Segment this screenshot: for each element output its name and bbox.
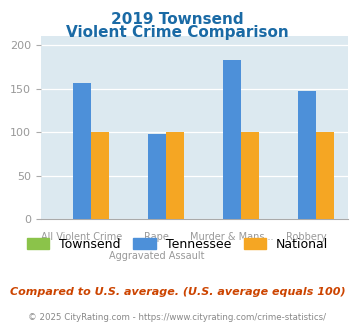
Text: Robbery: Robbery	[286, 232, 327, 242]
Bar	[241, 132, 259, 219]
Legend: Townsend, Tennessee, National: Townsend, Tennessee, National	[22, 233, 333, 256]
Text: © 2025 CityRating.com - https://www.cityrating.com/crime-statistics/: © 2025 CityRating.com - https://www.city…	[28, 313, 327, 322]
Text: Rape: Rape	[144, 232, 169, 242]
Bar	[148, 134, 166, 219]
Bar	[166, 132, 184, 219]
Bar	[316, 132, 334, 219]
Text: Violent Crime Comparison: Violent Crime Comparison	[66, 25, 289, 40]
Text: All Violent Crime: All Violent Crime	[42, 232, 122, 242]
Text: 2019 Townsend: 2019 Townsend	[111, 12, 244, 26]
Bar	[73, 83, 91, 219]
Bar	[91, 132, 109, 219]
Bar	[298, 91, 316, 219]
Text: Aggravated Assault: Aggravated Assault	[109, 250, 205, 261]
Bar	[223, 60, 241, 219]
Text: Compared to U.S. average. (U.S. average equals 100): Compared to U.S. average. (U.S. average …	[10, 287, 345, 297]
Text: Murder & Mans...: Murder & Mans...	[190, 232, 274, 242]
